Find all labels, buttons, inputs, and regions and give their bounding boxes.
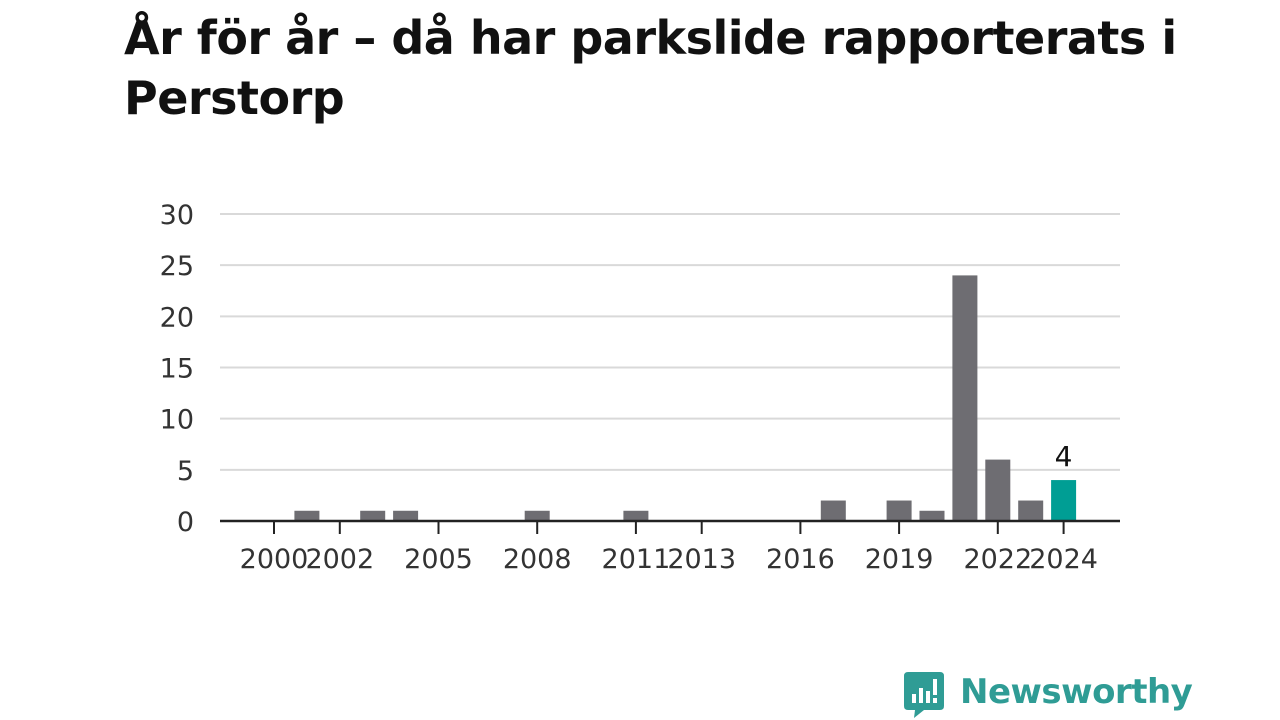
y-tick-label: 30: [160, 200, 194, 231]
y-axis-tick-labels: 0 5 10 15 20 25 30: [160, 200, 194, 538]
bar-2022: [985, 459, 1011, 521]
x-tick-label: 2019: [865, 544, 934, 575]
newsworthy-logo: Newsworthy: [902, 670, 1193, 720]
x-tick-label: 2005: [404, 544, 473, 575]
x-tick-label: 2024: [1029, 544, 1098, 575]
gridlines: [220, 213, 1120, 471]
bar-2011: [623, 510, 649, 521]
newsworthy-chat-bars-icon: [904, 672, 944, 718]
bar-2020: [919, 510, 945, 521]
x-tick-label: 2008: [503, 544, 572, 575]
data-label: 4: [1055, 440, 1073, 473]
data-labels: 4: [1055, 440, 1073, 473]
bar-2004: [393, 510, 419, 521]
y-tick-label: 15: [160, 354, 194, 385]
x-tick-label: 2016: [766, 544, 835, 575]
bar-2024: [1051, 480, 1077, 521]
chart-title: År för år – då har parkslide rapporterat…: [124, 11, 1177, 125]
x-tick-label: 2011: [602, 544, 671, 575]
bar-2001: [294, 510, 320, 521]
y-tick-label: 5: [177, 456, 194, 487]
bar-2017: [820, 500, 846, 521]
x-tick-label: 2022: [963, 544, 1032, 575]
y-tick-label: 25: [160, 251, 194, 282]
bar-2003: [360, 510, 386, 521]
x-tick-label: 2002: [305, 544, 374, 575]
y-tick-label: 0: [177, 507, 194, 538]
x-tick-label: 2013: [667, 544, 736, 575]
bar-2019: [886, 500, 912, 521]
brand-name: Newsworthy: [960, 672, 1193, 712]
x-tick-label: 2000: [240, 544, 309, 575]
y-tick-label: 20: [160, 302, 194, 333]
bar-2023: [1018, 500, 1044, 521]
bars: [294, 275, 1077, 521]
y-tick-label: 10: [160, 405, 194, 436]
bar-2021: [952, 275, 978, 521]
bar-2008: [524, 510, 550, 521]
